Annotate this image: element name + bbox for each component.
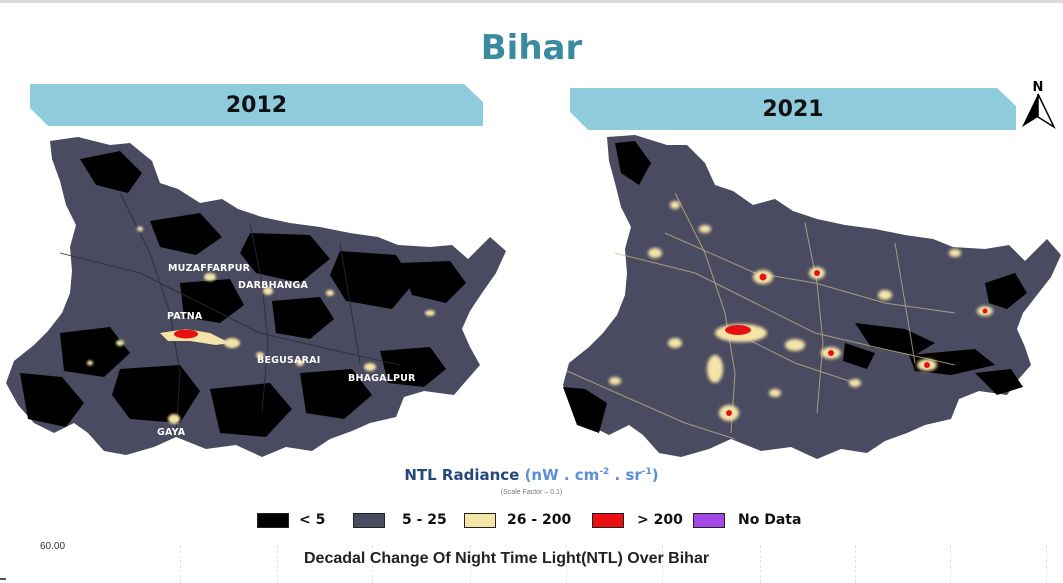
legend-unit-base: (nW . cm <box>524 466 600 484</box>
bihar-map-2021 <box>563 135 1061 459</box>
legend-label-gt200: > 200 <box>637 512 683 528</box>
gridline <box>855 545 856 583</box>
north-arrow-icon: N <box>1022 80 1056 130</box>
city-label-gaya: GAYA <box>157 427 186 438</box>
gridline <box>470 545 471 583</box>
legend-unit-close: ) <box>651 466 659 484</box>
north-arrow-label: N <box>1033 80 1044 95</box>
legend-title-text: NTL Radiance <box>404 466 520 484</box>
legend: < 5 5 - 25 26 - 200 > 200 No Data <box>0 509 1063 531</box>
legend-swatch-gt200 <box>592 513 624 528</box>
legend-swatch-26-200 <box>464 513 496 528</box>
legend-label-5-25: 5 - 25 <box>402 512 447 528</box>
legend-swatch-5-25 <box>353 513 385 528</box>
gridline <box>566 545 567 583</box>
gridline <box>277 545 278 583</box>
lower-chart-title: Decadal Change Of Night Time Light(NTL) … <box>304 550 710 567</box>
page-title: Bihar <box>480 28 583 68</box>
legend-label-26-200: 26 - 200 <box>507 512 572 528</box>
gridline <box>662 545 663 583</box>
gridline <box>372 545 373 583</box>
legend-label-lt5: < 5 <box>299 512 326 528</box>
legend-unit-exp2: -1 <box>641 467 652 477</box>
gridline <box>180 545 181 583</box>
legend-unit-exp1: -2 <box>599 467 610 477</box>
legend-title: NTL Radiance (nW . cm-2 . sr-1) <box>0 466 1063 484</box>
banner-2012: 2012 <box>30 84 483 126</box>
banner-2012-label: 2012 <box>225 92 288 118</box>
city-label-darbhanga: DARBHANGA <box>238 280 308 291</box>
north-arrow: N <box>1018 78 1058 130</box>
gridline <box>950 545 951 583</box>
legend-swatch-no-data <box>693 513 725 528</box>
map-2021 <box>555 133 1063 468</box>
top-divider <box>0 0 1063 3</box>
y-axis-tick: 60.00 <box>40 541 66 552</box>
legend-swatch-lt5 <box>257 513 289 528</box>
legend-scale-factor: (Scale Factor – 0.1) <box>500 489 563 496</box>
banner-2012-shape <box>30 84 483 126</box>
map-2012: MUZAFFARPUR DARBHANGA PATNA BEGUSARAI BH… <box>0 133 510 468</box>
axis-tick-mark <box>0 578 6 580</box>
bihar-map-2012 <box>6 137 506 457</box>
city-label-muzaffarpur: MUZAFFARPUR <box>168 263 251 274</box>
legend-unit-mid: . sr <box>609 466 642 484</box>
gridline <box>1046 545 1047 583</box>
gridline <box>760 545 761 583</box>
banner-2021-label: 2021 <box>762 96 824 122</box>
city-label-begusarai: BEGUSARAI <box>257 355 321 366</box>
banner-2021-shape <box>570 88 1016 130</box>
city-label-bhagalpur: BHAGALPUR <box>348 373 416 384</box>
legend-label-no-data: No Data <box>738 512 802 528</box>
banner-2021: 2021 <box>570 88 1016 130</box>
legend-unit: (nW . cm-2 . sr-1) <box>525 466 659 484</box>
city-label-patna: PATNA <box>167 311 203 322</box>
